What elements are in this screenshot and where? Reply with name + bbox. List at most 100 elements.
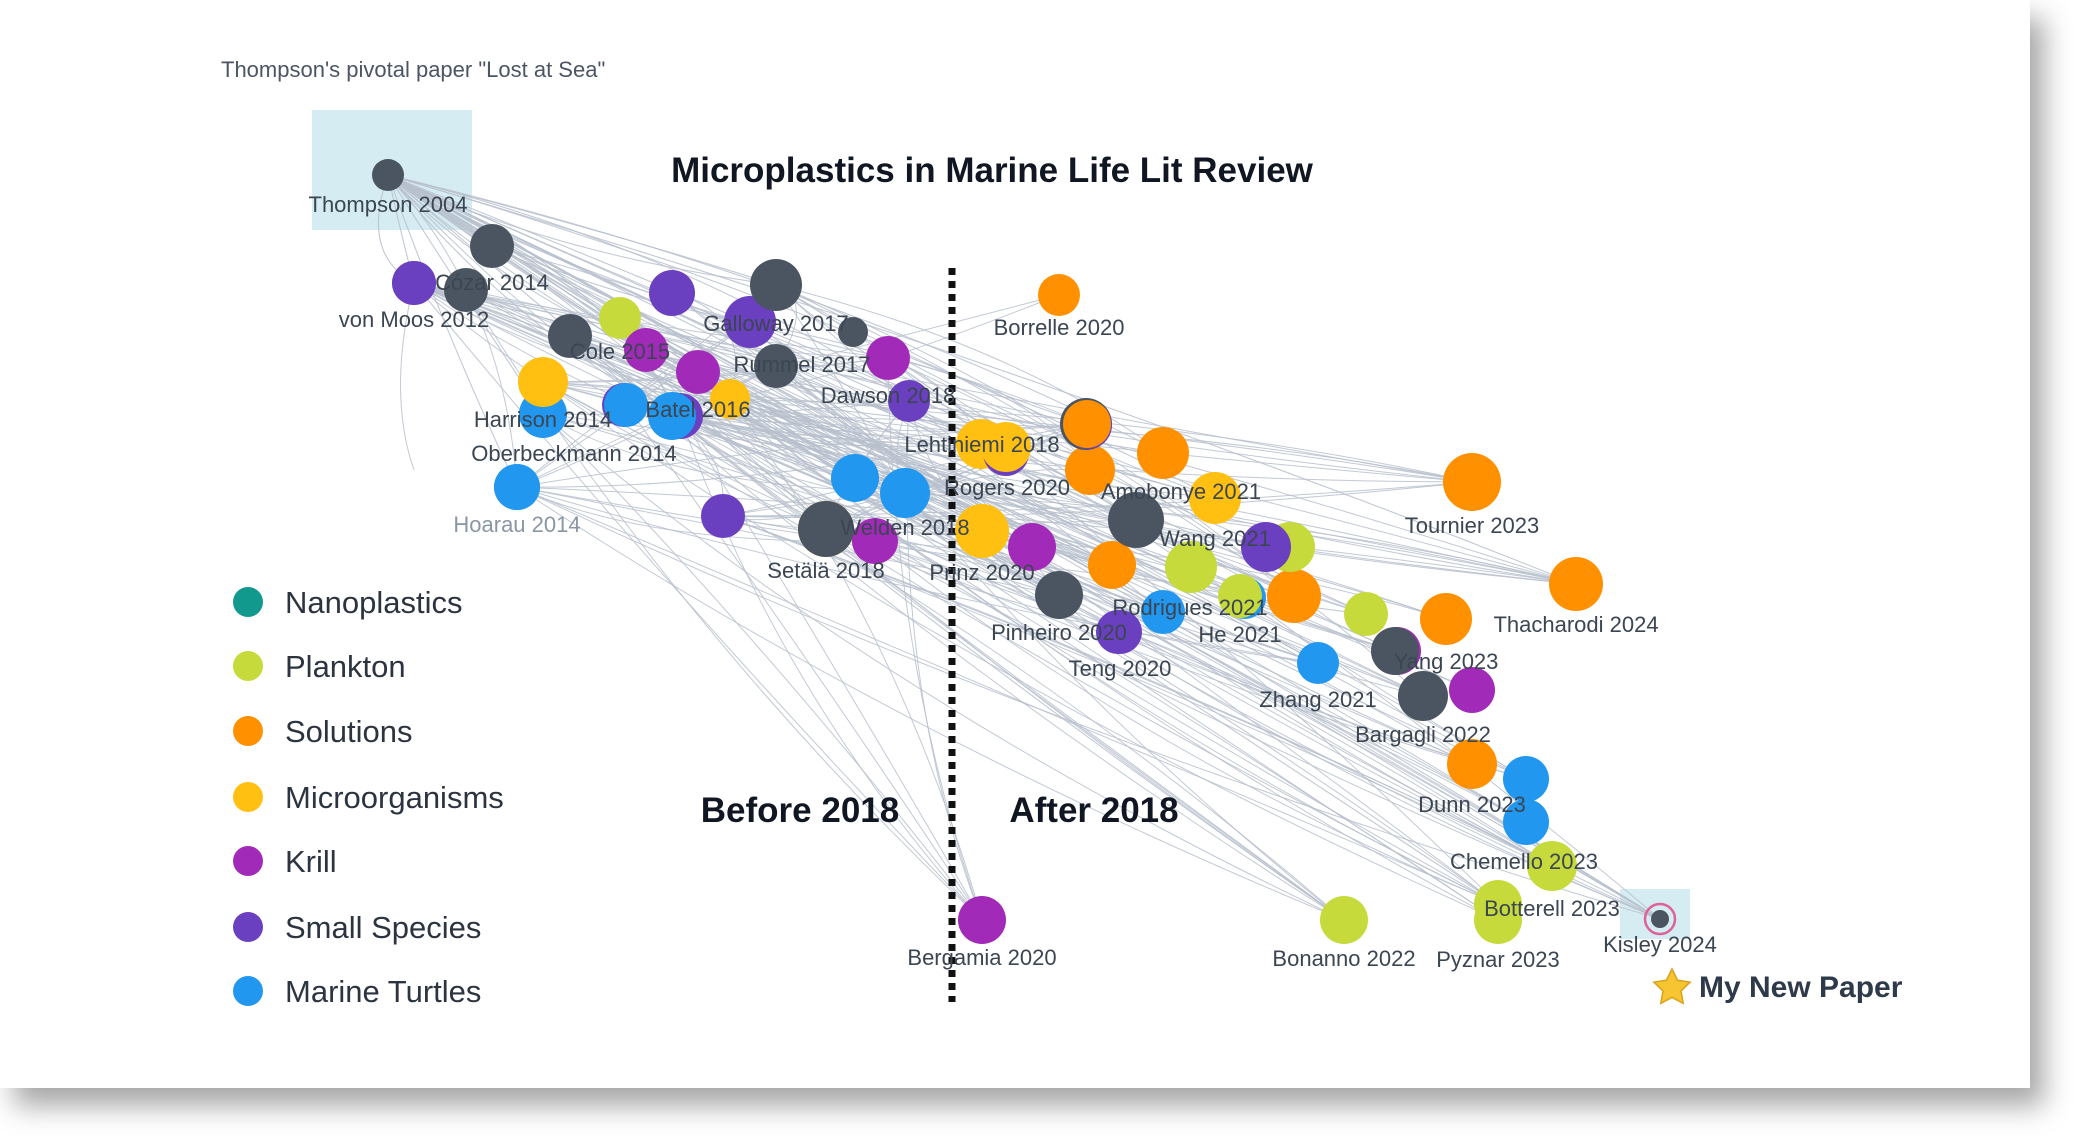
paper-label: Borrelle 2020 — [994, 315, 1125, 340]
paper-node-von-moos-2012[interactable] — [392, 261, 436, 305]
paper-node[interactable] — [1267, 569, 1321, 623]
paper-node-thompson-2004[interactable] — [372, 159, 404, 191]
paper-node-pyznar-2023[interactable] — [1474, 896, 1522, 944]
my-new-paper-marker[interactable]: My New Paper — [1652, 967, 1903, 1005]
paper-node[interactable] — [1503, 799, 1549, 845]
citation-edge — [542, 381, 1473, 765]
paper-node-pinheiro-2020[interactable] — [1035, 571, 1083, 619]
paper-node[interactable] — [1449, 667, 1495, 713]
after-2018-label: After 2018 — [1009, 791, 1178, 830]
paper-node-thacharodi-2024[interactable] — [1549, 557, 1603, 611]
paper-node[interactable] — [1420, 593, 1472, 645]
paper-node-dunn-2023[interactable] — [1447, 739, 1497, 789]
paper-node-rodrigues-2021[interactable] — [1141, 590, 1185, 634]
citation-edge — [413, 282, 1088, 425]
paper-label: Thacharodi 2024 — [1493, 612, 1658, 637]
paper-node-chemello-2023[interactable] — [1527, 841, 1577, 891]
legend-label-small-species: Small Species — [285, 910, 481, 945]
citation-edge — [413, 282, 1473, 483]
paper-node-bargagli-2022[interactable] — [1398, 671, 1448, 721]
citation-edge — [775, 365, 1295, 597]
paper-node-bergamia-2020[interactable] — [958, 896, 1006, 944]
legend-item-plankton[interactable]: Plankton — [233, 649, 406, 684]
paper-node-wang-2021[interactable] — [1241, 522, 1291, 572]
citation-edge — [387, 174, 518, 488]
paper-node-dawson-2018[interactable] — [866, 336, 910, 380]
paper-node[interactable] — [1165, 541, 1217, 593]
paper-node-borrelle-2020[interactable] — [1038, 274, 1080, 316]
paper-node[interactable] — [831, 454, 879, 502]
paper-label: von Moos 2012 — [339, 307, 489, 332]
paper-node[interactable] — [604, 383, 648, 427]
paper-label: Dunn 2023 — [1418, 792, 1526, 817]
paper-node[interactable] — [888, 380, 930, 422]
citation-edge — [516, 486, 1499, 905]
citation-edge — [729, 398, 983, 921]
legend-label-microorganisms: Microorganisms — [285, 780, 504, 815]
paper-node[interactable] — [676, 350, 720, 394]
paper-node[interactable] — [1503, 756, 1549, 802]
citation-edge — [775, 284, 1088, 425]
citation-edge — [775, 284, 1424, 697]
paper-label: Harrison 2014 — [474, 407, 612, 432]
paper-node[interactable] — [701, 494, 745, 538]
paper-node[interactable] — [1008, 523, 1056, 571]
paper-node[interactable] — [649, 270, 695, 316]
paper-label: Lehtiniemi 2018 — [904, 432, 1059, 457]
paper-node-amobonye-2021[interactable] — [1189, 472, 1241, 524]
paper-node-prinz-2020[interactable] — [955, 504, 1009, 558]
paper-label: Teng 2020 — [1069, 656, 1172, 681]
paper-node-kisley-2024[interactable] — [1651, 910, 1669, 928]
paper-node-rogers-2020[interactable] — [1063, 400, 1111, 448]
paper-label: Cole 2015 — [570, 339, 670, 364]
paper-node-rummel-2017[interactable] — [754, 344, 798, 388]
citation-edge — [625, 404, 1661, 920]
paper-node-tournier-2023[interactable] — [1443, 453, 1501, 511]
paper-node[interactable] — [1137, 427, 1189, 479]
citation-edge — [542, 381, 1499, 921]
paper-label: Batel 2016 — [645, 397, 750, 422]
paper-node[interactable] — [724, 296, 776, 348]
paper-node-yang-2023[interactable] — [1371, 627, 1419, 675]
citation-edge — [825, 528, 1499, 905]
legend-item-nanoplastics[interactable]: Nanoplastics — [233, 585, 462, 620]
paper-node[interactable] — [444, 268, 488, 312]
paper-node[interactable] — [1088, 541, 1136, 589]
paper-label: Bonanno 2022 — [1272, 946, 1415, 971]
paper-node[interactable] — [1108, 492, 1164, 548]
legend-item-small-species[interactable]: Small Species — [233, 910, 481, 945]
legend-item-marine-turtles[interactable]: Marine Turtles — [233, 974, 481, 1009]
paper-node[interactable] — [599, 297, 641, 339]
paper-node-zhang-2021[interactable] — [1297, 642, 1339, 684]
citation-edge — [722, 515, 1553, 867]
legend-item-solutions[interactable]: Solutions — [233, 714, 413, 749]
legend-swatch-nanoplastics — [233, 587, 263, 617]
citation-edge — [887, 357, 983, 921]
citation-edge — [645, 349, 1553, 867]
paper-node-harrison-2014[interactable] — [518, 357, 568, 407]
paper-node-batel-2016[interactable] — [648, 392, 696, 440]
legend-item-microorganisms[interactable]: Microorganisms — [233, 780, 504, 815]
paper-node-he-2021[interactable] — [1218, 574, 1262, 618]
citation-edge — [729, 398, 983, 532]
paper-label: Pinheiro 2020 — [991, 620, 1127, 645]
paper-node[interactable] — [710, 379, 750, 419]
paper-node[interactable] — [838, 317, 868, 347]
paper-node-cole-2015[interactable] — [548, 314, 592, 358]
paper-node[interactable] — [1065, 445, 1115, 495]
citation-edge — [625, 404, 983, 921]
paper-node-welden-2018[interactable] — [880, 468, 930, 518]
paper-node-c-zar-2014[interactable] — [470, 224, 514, 268]
paper-node[interactable] — [852, 518, 898, 564]
paper-node-hoarau-2014[interactable] — [494, 464, 540, 510]
legend-item-krill[interactable]: Krill — [233, 844, 337, 879]
paper-node[interactable] — [624, 328, 668, 372]
paper-node[interactable] — [1344, 592, 1388, 636]
paper-node-lehtiniemi-2018[interactable] — [981, 422, 1031, 472]
paper-node-teng-2020[interactable] — [1098, 610, 1142, 654]
paper-node-galloway-2017[interactable] — [750, 259, 802, 311]
paper-node-bonanno-2022[interactable] — [1320, 896, 1368, 944]
paper-node-set-l-2018[interactable] — [798, 501, 854, 557]
paper-label: Prinz 2020 — [929, 560, 1034, 585]
review-card: Thompson 2004 Cózar 2014 von Moos 2012 Cole… — [221, 57, 1903, 1009]
